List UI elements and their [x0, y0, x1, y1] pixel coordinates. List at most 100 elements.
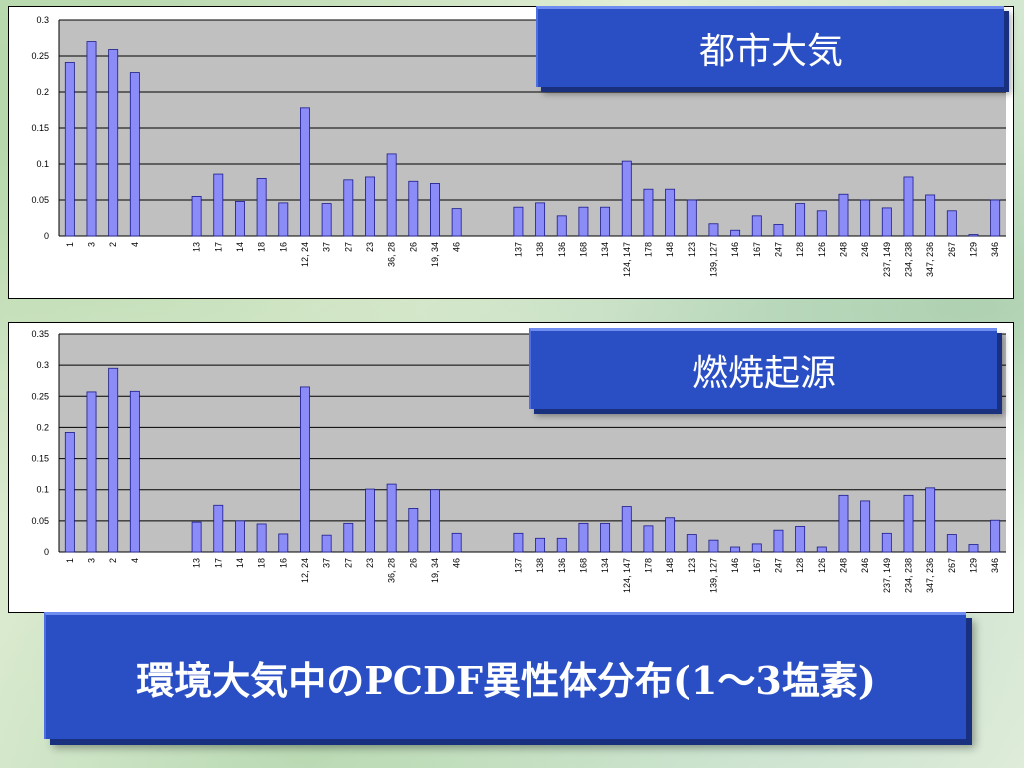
x-tick-label: 129: [968, 242, 978, 257]
x-tick-label: 12, 24: [300, 558, 310, 583]
bar: [556, 215, 567, 237]
bar: [365, 488, 375, 553]
bar: [386, 483, 397, 553]
x-tick-label: 2: [108, 242, 118, 247]
x-tick-label: 27: [343, 558, 353, 568]
bar: [535, 202, 546, 237]
x-tick-label: 248: [838, 242, 848, 257]
y-tick-label: 0.15: [31, 454, 49, 464]
y-tick-label: 0.2: [36, 422, 49, 432]
bar: [578, 522, 589, 553]
y-tick-label: 0.1: [36, 159, 49, 169]
x-tick-label: 23: [365, 558, 375, 568]
bar: [513, 532, 524, 553]
y-tick-label: 0.25: [31, 51, 49, 61]
bar: [256, 523, 267, 553]
x-tick-label: 46: [452, 558, 462, 568]
x-tick-label: 16: [278, 242, 288, 252]
y-tick-label: 0.15: [31, 123, 49, 133]
x-tick-label: 1: [65, 558, 75, 563]
bar: [535, 537, 546, 553]
x-tick-label: 36, 28: [387, 558, 397, 583]
bar: [881, 532, 892, 553]
x-tick-label: 246: [860, 558, 870, 573]
x-tick-label: 138: [535, 558, 545, 573]
x-tick-label: 129: [968, 558, 978, 573]
bar: [751, 215, 762, 237]
x-tick-label: 146: [730, 558, 740, 573]
bar: [278, 202, 289, 237]
x-tick-label: 347, 236: [925, 558, 935, 593]
x-tick-label: 167: [752, 242, 762, 257]
bar: [300, 386, 310, 553]
x-tick-label: 139, 127: [708, 558, 718, 593]
x-tick-label: 137: [513, 558, 523, 573]
bar: [600, 522, 611, 553]
x-tick-label: 17: [213, 242, 223, 252]
x-tick-label: 234, 238: [903, 242, 913, 277]
x-tick-label: 134: [600, 558, 610, 573]
y-tick-label: 0.2: [36, 87, 49, 97]
bar: [64, 432, 75, 553]
x-tick-label: 267: [947, 242, 957, 257]
bar: [191, 521, 202, 553]
bar: [773, 529, 784, 553]
bar: [708, 223, 719, 237]
bar: [686, 199, 697, 237]
x-tick-label: 4: [130, 558, 140, 563]
bar: [86, 41, 97, 237]
y-tick-label: 0.05: [31, 516, 49, 526]
bar: [838, 193, 849, 237]
bar: [838, 494, 849, 553]
x-tick-label: 13: [192, 242, 202, 252]
bar: [881, 207, 892, 237]
x-tick-label: 46: [452, 242, 462, 252]
bar: [751, 543, 762, 553]
x-tick-label: 123: [687, 242, 697, 257]
x-tick-label: 247: [773, 242, 783, 257]
x-tick-label: 17: [213, 558, 223, 568]
bar: [621, 160, 632, 237]
x-tick-label: 178: [643, 242, 653, 257]
x-tick-label: 267: [947, 558, 957, 573]
bar: [795, 526, 806, 553]
bar: [451, 532, 462, 553]
bar: [686, 534, 697, 553]
x-tick-label: 148: [665, 558, 675, 573]
bar: [386, 153, 397, 237]
bar: [321, 203, 332, 237]
chart-label-urban-air: 都市大気: [536, 6, 1004, 87]
bar: [946, 534, 957, 553]
x-tick-label: 178: [643, 558, 653, 573]
x-tick-label: 134: [600, 242, 610, 257]
bar: [343, 522, 354, 553]
x-tick-label: 2: [108, 558, 118, 563]
bar: [451, 208, 462, 237]
bar: [968, 234, 979, 237]
x-tick-label: 37: [322, 242, 332, 252]
bar: [990, 519, 1001, 553]
x-tick-label: 26: [408, 558, 418, 568]
bar: [925, 487, 936, 553]
bar: [556, 537, 567, 553]
bar: [578, 206, 589, 237]
x-tick-label: 136: [557, 558, 567, 573]
bar: [600, 206, 611, 237]
x-tick-label: 237, 149: [882, 242, 892, 277]
bar: [903, 176, 914, 237]
bar: [513, 206, 524, 237]
x-tick-label: 167: [752, 558, 762, 573]
bar: [643, 188, 654, 237]
x-tick-label: 3: [87, 558, 97, 563]
x-tick-label: 137: [513, 242, 523, 257]
x-tick-label: 23: [365, 242, 375, 252]
y-tick-label: 0.35: [31, 329, 49, 339]
y-tick-label: 0.05: [31, 195, 49, 205]
bar: [730, 546, 741, 553]
x-tick-label: 148: [665, 242, 675, 257]
x-tick-label: 246: [860, 242, 870, 257]
bar: [990, 199, 1001, 237]
bar: [408, 507, 419, 553]
x-tick-label: 128: [795, 242, 805, 257]
bar: [860, 500, 871, 553]
